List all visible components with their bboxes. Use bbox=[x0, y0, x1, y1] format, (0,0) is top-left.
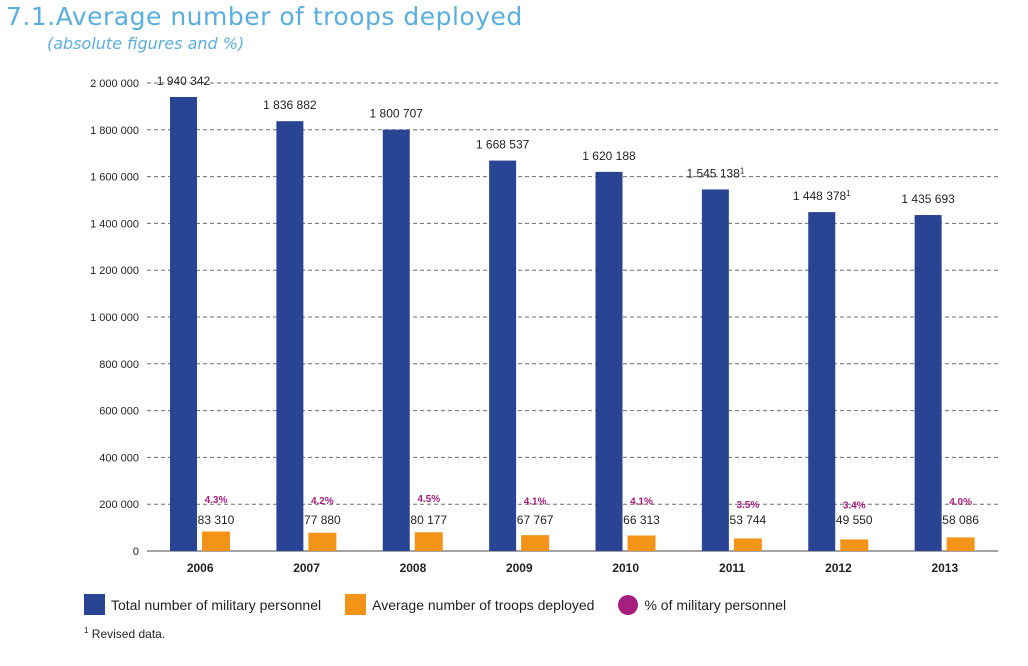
page-title: 7.1.Average number of troops deployed bbox=[6, 2, 523, 31]
x-tick-label: 2012 bbox=[825, 561, 852, 575]
data-label-total: 1 620 188 bbox=[582, 149, 636, 163]
data-label-total: 1 800 707 bbox=[370, 107, 424, 121]
footnote: 1 Revised data. bbox=[84, 626, 165, 641]
data-label-deployed: 67 767 bbox=[517, 513, 554, 527]
bar-total bbox=[276, 121, 304, 551]
bar-deployed bbox=[627, 535, 656, 551]
bar-total bbox=[701, 189, 729, 551]
x-tick-label: 2006 bbox=[187, 561, 214, 575]
y-tick-label: 0 bbox=[133, 546, 139, 558]
data-label-percent: 3.5% bbox=[736, 500, 759, 511]
legend-swatch-total bbox=[84, 594, 105, 615]
bar-total bbox=[914, 215, 942, 551]
data-label-total: 1 448 3781 bbox=[793, 189, 851, 203]
footnote-text: Revised data. bbox=[91, 627, 166, 641]
x-tick-label: 2009 bbox=[506, 561, 533, 575]
data-label-percent: 4.1% bbox=[630, 496, 653, 507]
data-label-deployed: 49 550 bbox=[836, 513, 873, 527]
y-tick-label: 800 000 bbox=[99, 359, 139, 371]
y-tick-label: 400 000 bbox=[99, 452, 139, 464]
x-tick-label: 2011 bbox=[719, 561, 745, 575]
chart-legend: Total number of military personnel Avera… bbox=[84, 594, 810, 615]
y-tick-label: 1 200 000 bbox=[90, 265, 139, 277]
data-label-total: 1 836 882 bbox=[263, 98, 317, 112]
data-label-total: 1 668 537 bbox=[476, 138, 530, 152]
bar-total bbox=[595, 171, 623, 551]
y-tick-label: 600 000 bbox=[99, 406, 139, 418]
bar-total bbox=[489, 160, 517, 551]
page-subtitle: (absolute figures and %) bbox=[47, 34, 245, 53]
bar-deployed bbox=[521, 535, 550, 551]
bar-total bbox=[808, 212, 836, 552]
data-label-percent: 4.2% bbox=[311, 496, 334, 507]
bar-deployed bbox=[946, 537, 975, 551]
data-label-total: 1 435 693 bbox=[901, 192, 955, 206]
data-label-deployed: 66 313 bbox=[623, 513, 660, 527]
footnote-mark: 1 bbox=[84, 626, 89, 635]
legend-label-total: Total number of military personnel bbox=[111, 596, 322, 613]
y-tick-label: 1 400 000 bbox=[90, 218, 139, 230]
bar-deployed bbox=[202, 531, 230, 551]
bar-total bbox=[170, 96, 197, 552]
y-tick-label: 1 000 000 bbox=[90, 312, 139, 324]
y-tick-label: 200 000 bbox=[99, 499, 139, 511]
bar-deployed bbox=[840, 539, 869, 551]
x-tick-label: 2007 bbox=[293, 561, 320, 575]
data-label-percent: 4.0% bbox=[949, 497, 972, 508]
data-label-total: 1 545 1381 bbox=[686, 166, 744, 180]
legend-label-percent: % of military personnel bbox=[644, 596, 787, 613]
data-label-deployed: 58 086 bbox=[942, 513, 979, 527]
legend-item-percent: % of military personnel bbox=[618, 594, 787, 615]
x-tick-label: 2013 bbox=[931, 561, 958, 575]
data-label-deployed: 80 177 bbox=[410, 513, 447, 527]
bar-chart: 0 200 000 400 000 600 000 800 000 1 000 000 1 … bbox=[90, 74, 998, 575]
x-tick-label: 2008 bbox=[400, 561, 427, 575]
data-label-total: 1 940 342 bbox=[157, 74, 211, 88]
y-tick-label: 1 600 000 bbox=[90, 172, 139, 184]
data-label-deployed: 77 880 bbox=[304, 513, 341, 527]
bar-total bbox=[382, 129, 410, 551]
y-tick-label: 2 000 000 bbox=[90, 78, 139, 90]
data-label-percent: 3.4% bbox=[843, 501, 866, 512]
data-label-percent: 4.1% bbox=[524, 496, 547, 507]
y-tick-label: 1 800 000 bbox=[90, 125, 139, 137]
legend-item-total: Total number of military personnel bbox=[84, 594, 321, 615]
bar-deployed bbox=[733, 538, 762, 551]
bar-deployed bbox=[414, 532, 443, 551]
bar-deployed bbox=[308, 532, 337, 551]
data-label-percent: 4.5% bbox=[417, 494, 440, 505]
legend-label-deployed: Average number of troops deployed bbox=[372, 596, 595, 613]
legend-swatch-deployed bbox=[345, 594, 367, 615]
data-label-percent: 4.3% bbox=[205, 495, 228, 506]
legend-item-deployed: Average number of troops deployed bbox=[345, 594, 594, 615]
legend-swatch-percent bbox=[618, 594, 639, 615]
x-tick-label: 2010 bbox=[612, 561, 639, 575]
data-label-deployed: 83 310 bbox=[198, 513, 235, 527]
data-label-deployed: 53 744 bbox=[730, 513, 767, 527]
